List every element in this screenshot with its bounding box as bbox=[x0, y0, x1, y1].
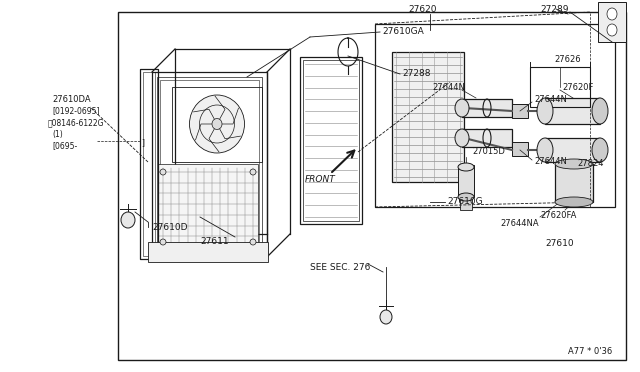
Circle shape bbox=[250, 169, 256, 175]
Bar bbox=[458, 165, 474, 197]
Text: A77 * 0'36: A77 * 0'36 bbox=[568, 347, 612, 356]
Bar bbox=[140, 69, 158, 259]
Bar bbox=[148, 242, 268, 262]
Bar bbox=[555, 164, 593, 202]
Text: 27644N: 27644N bbox=[534, 157, 567, 167]
Ellipse shape bbox=[212, 119, 222, 129]
Bar bbox=[462, 129, 512, 147]
Text: 27288: 27288 bbox=[402, 70, 431, 78]
Text: 27620: 27620 bbox=[408, 6, 436, 15]
Ellipse shape bbox=[537, 98, 553, 124]
Bar bbox=[157, 77, 262, 252]
Bar bbox=[598, 2, 626, 42]
Ellipse shape bbox=[380, 310, 392, 324]
Ellipse shape bbox=[607, 8, 617, 20]
Text: 27824: 27824 bbox=[577, 160, 604, 169]
Text: ]: ] bbox=[141, 138, 144, 148]
Bar bbox=[512, 142, 528, 156]
Text: 27626: 27626 bbox=[554, 55, 580, 64]
Bar bbox=[462, 99, 512, 117]
Text: 27610D: 27610D bbox=[152, 222, 188, 231]
Bar bbox=[118, 12, 626, 360]
Text: [0695-: [0695- bbox=[52, 141, 77, 151]
Bar bbox=[375, 24, 615, 207]
Ellipse shape bbox=[592, 98, 608, 124]
Text: 27610DA: 27610DA bbox=[52, 94, 91, 103]
Ellipse shape bbox=[537, 138, 553, 162]
Ellipse shape bbox=[555, 159, 593, 169]
Bar bbox=[545, 98, 600, 124]
Ellipse shape bbox=[455, 99, 469, 117]
Ellipse shape bbox=[555, 197, 593, 207]
Text: 27610GA: 27610GA bbox=[382, 28, 424, 36]
Ellipse shape bbox=[189, 95, 244, 153]
Bar bbox=[152, 72, 267, 257]
Bar bbox=[303, 60, 359, 221]
Ellipse shape bbox=[607, 24, 617, 36]
Bar bbox=[545, 138, 600, 162]
Bar bbox=[530, 67, 590, 107]
Bar bbox=[172, 87, 262, 162]
Circle shape bbox=[160, 169, 166, 175]
Text: 27289: 27289 bbox=[540, 4, 568, 13]
Bar bbox=[158, 164, 258, 252]
Circle shape bbox=[250, 239, 256, 245]
Text: 27644N: 27644N bbox=[432, 83, 465, 93]
Text: [0192-0695]: [0192-0695] bbox=[52, 106, 99, 115]
Ellipse shape bbox=[121, 212, 135, 228]
Text: 27620FA: 27620FA bbox=[540, 211, 577, 219]
Text: 27610G: 27610G bbox=[447, 198, 483, 206]
Ellipse shape bbox=[458, 163, 474, 171]
Bar bbox=[392, 52, 464, 182]
Text: 27644N: 27644N bbox=[534, 96, 567, 105]
Text: 27611: 27611 bbox=[200, 237, 228, 247]
Text: (1): (1) bbox=[52, 129, 63, 138]
Bar bbox=[143, 72, 155, 256]
Ellipse shape bbox=[455, 129, 469, 147]
Text: 27015D: 27015D bbox=[472, 148, 505, 157]
Circle shape bbox=[160, 239, 166, 245]
Text: SEE SEC. 276: SEE SEC. 276 bbox=[310, 263, 371, 272]
Bar bbox=[512, 104, 528, 118]
Bar bbox=[300, 57, 362, 224]
Text: 27644NA: 27644NA bbox=[500, 219, 539, 228]
Text: Ⓝ08146-6122G: Ⓝ08146-6122G bbox=[48, 119, 104, 128]
Ellipse shape bbox=[458, 193, 474, 201]
Bar bbox=[160, 80, 259, 249]
Text: FRONT: FRONT bbox=[305, 174, 336, 183]
Text: 27620F: 27620F bbox=[562, 83, 593, 92]
Bar bbox=[460, 196, 472, 210]
Text: 27610: 27610 bbox=[545, 240, 573, 248]
Ellipse shape bbox=[592, 138, 608, 162]
